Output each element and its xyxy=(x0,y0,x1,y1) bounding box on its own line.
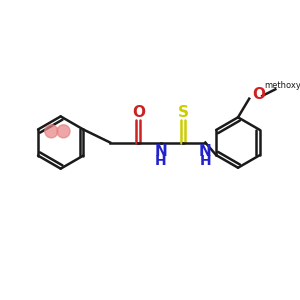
Text: N: N xyxy=(199,144,212,159)
Text: H: H xyxy=(155,154,166,168)
Text: O: O xyxy=(133,105,146,120)
Text: O: O xyxy=(252,87,265,102)
Circle shape xyxy=(45,125,58,138)
Text: H: H xyxy=(200,154,211,168)
Text: N: N xyxy=(154,144,167,159)
Circle shape xyxy=(57,125,70,138)
Text: methoxy: methoxy xyxy=(264,81,300,90)
Text: S: S xyxy=(178,105,189,120)
